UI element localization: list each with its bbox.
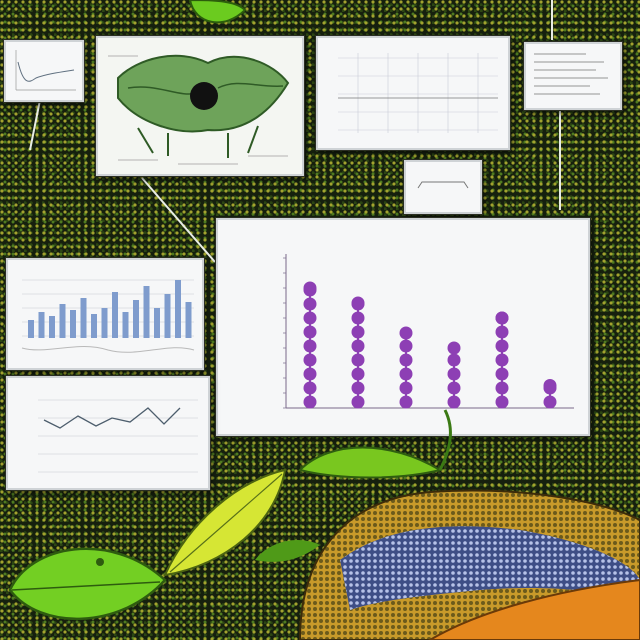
data-point [351,367,365,381]
text-panel-right [524,42,622,110]
data-point-top [351,296,365,310]
data-point [303,325,317,339]
data-point [351,311,365,325]
data-point-top [303,281,317,295]
data-point-top [399,326,413,340]
plant-diagram [98,38,302,174]
decorative-bar [185,302,192,338]
main-chart-panel [216,218,590,436]
data-point [399,339,413,353]
decorative-bar [133,300,139,338]
decorative-bar [143,286,150,338]
data-point [351,339,365,353]
diagram-panel [96,36,304,176]
data-point [303,297,317,311]
decorative-bar [101,308,108,338]
data-point [447,353,461,367]
decorative-bar [122,312,129,338]
top-leaf [188,0,247,24]
decorative-bar [164,294,171,338]
data-point [303,395,317,409]
data-point [399,395,413,409]
data-point [495,395,509,409]
data-point [543,395,557,409]
data-point-top [447,341,461,355]
data-point [303,339,317,353]
data-point [447,381,461,395]
bar-chart-panel [6,258,204,370]
data-point-top [495,311,509,325]
data-point [303,311,317,325]
decorative-bar [59,304,66,338]
decorative-bar [70,310,76,338]
data-point [399,367,413,381]
data-point [495,367,509,381]
data-point [495,325,509,339]
decorative-bar [91,314,97,338]
data-point [303,367,317,381]
line-chart-panel [6,376,210,490]
data-point [351,381,365,395]
dot-chart [283,254,574,409]
small-line-panel [4,40,84,102]
grid-panel [316,36,510,150]
decorative-bar [80,298,87,338]
data-point [495,353,509,367]
data-point [495,339,509,353]
data-point [303,381,317,395]
decorative-bar [112,292,118,338]
decorative-bar [28,320,34,338]
data-point [303,353,317,367]
data-point [399,381,413,395]
decorative-bar [49,316,55,338]
data-point [447,367,461,381]
small-label-panel [404,160,482,214]
decorative-bar [38,312,45,338]
decorative-bar [175,280,181,338]
data-point-top [543,379,557,392]
data-point [495,381,509,395]
data-point [351,353,365,367]
decorative-bar [154,308,160,338]
data-point [447,395,461,409]
data-point [351,325,365,339]
data-point [399,353,413,367]
data-point [351,395,365,409]
